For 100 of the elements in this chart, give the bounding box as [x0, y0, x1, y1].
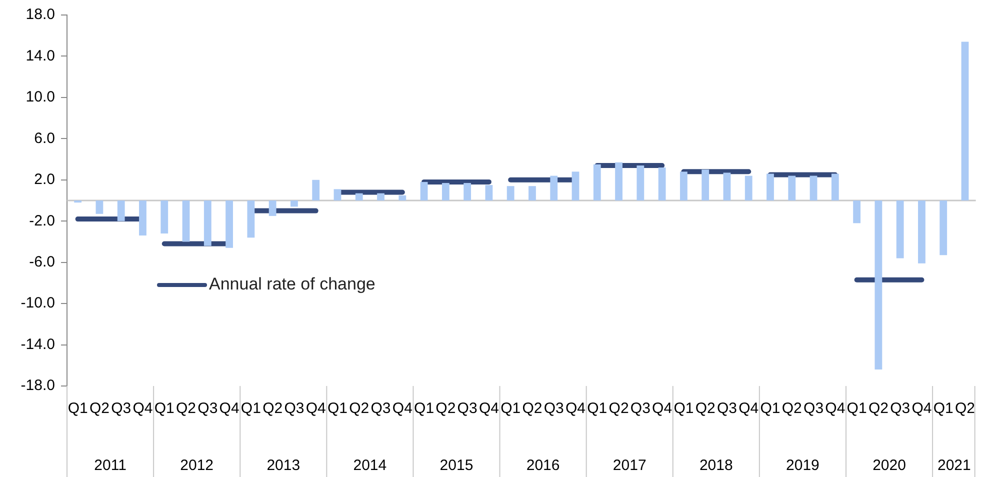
- bar: [312, 180, 320, 200]
- x-tick-label: Q3: [716, 400, 737, 418]
- x-tick-label: Q3: [890, 400, 910, 418]
- bar: [658, 168, 666, 200]
- bar: [788, 176, 796, 200]
- y-tick-label: -2.0: [29, 212, 55, 230]
- x-tick-label: Q1: [760, 400, 780, 418]
- x-tick-label: Q4: [478, 400, 499, 418]
- x-tick-label: Q2: [176, 400, 196, 418]
- x-tick-label: Q1: [846, 400, 867, 418]
- x-tick-label: Q4: [132, 400, 153, 418]
- y-tick-label: -14.0: [20, 336, 55, 353]
- bar: [204, 200, 212, 246]
- text: 2018: [699, 457, 733, 474]
- text: 2020: [872, 457, 906, 474]
- bar: [918, 200, 926, 264]
- text: 2016: [526, 457, 560, 474]
- y-tick-label: -10.0: [20, 294, 55, 312]
- bar: [377, 193, 384, 200]
- x-tick-label: Q1: [414, 400, 434, 418]
- text: 2019: [786, 457, 820, 474]
- x-tick-label: Q3: [111, 400, 132, 418]
- x-tick-label: Q3: [544, 400, 564, 418]
- bar: [896, 200, 904, 258]
- x-tick-label: Q2: [522, 400, 542, 418]
- x-tick-label: Q1: [674, 400, 694, 418]
- text: 2011: [94, 457, 126, 474]
- bar: [506, 186, 514, 200]
- bar: [572, 172, 580, 200]
- x-tick-label: Q1: [68, 400, 88, 418]
- x-tick-label: Q2: [782, 400, 802, 418]
- x-tick-label: Q2: [868, 400, 888, 418]
- bar: [290, 200, 298, 207]
- bar: [702, 170, 710, 200]
- bar: [853, 200, 861, 224]
- y-tick-label: 2.0: [34, 171, 55, 188]
- text: 2013: [266, 457, 300, 474]
- x-tick-label: Q2: [349, 400, 370, 418]
- bar: [744, 176, 752, 200]
- bar: [961, 42, 969, 200]
- bar: [226, 200, 233, 248]
- bar: [874, 200, 882, 370]
- x-tick-label: Q1: [500, 400, 521, 418]
- bar: [334, 189, 342, 200]
- x-tick-label: Q2: [436, 400, 456, 418]
- x-tick-label: Q3: [284, 400, 304, 418]
- x-tick-label: Q3: [630, 400, 650, 418]
- x-tick-label: Q3: [370, 400, 391, 418]
- y-tick-label: 6.0: [34, 130, 55, 147]
- bar: [182, 200, 190, 242]
- bar: [550, 176, 558, 200]
- bar: [247, 200, 255, 238]
- x-tick-label: Q4: [825, 400, 846, 418]
- bar: [723, 172, 731, 200]
- legend-label: Annual rate of change: [209, 274, 376, 294]
- bar: [940, 200, 948, 256]
- bar: [420, 182, 428, 200]
- text: 2015: [440, 457, 474, 474]
- x-tick-label: Q4: [219, 400, 240, 418]
- bar: [464, 182, 472, 200]
- bar: [528, 186, 536, 200]
- text: 2017: [612, 457, 646, 474]
- y-tick-label: -18.0: [20, 377, 55, 394]
- bar: [96, 200, 104, 214]
- text: 2021: [937, 457, 971, 474]
- x-tick-label: Q1: [587, 400, 608, 418]
- x-tick-label: Q1: [154, 400, 174, 418]
- bar: [680, 172, 688, 200]
- x-tick-label: Q2: [89, 400, 110, 418]
- x-tick-label: Q4: [738, 400, 759, 418]
- x-tick-label: Q2: [695, 400, 716, 418]
- x-tick-label: Q1: [933, 400, 954, 418]
- bar: [398, 195, 406, 200]
- bar: [442, 182, 450, 200]
- y-tick-label: 18.0: [26, 6, 55, 24]
- y-tick-label: -6.0: [29, 253, 55, 270]
- x-tick-label: Q4: [565, 400, 586, 418]
- bar: [615, 162, 622, 200]
- bar: [485, 185, 493, 200]
- x-tick-label: Q4: [652, 400, 672, 418]
- x-tick-label: Q4: [306, 400, 326, 418]
- x-tick-label: Q2: [954, 400, 976, 418]
- bar: [355, 193, 363, 200]
- x-tick-label: Q4: [392, 400, 412, 418]
- y-tick-label: 14.0: [26, 47, 55, 64]
- x-tick-label: Q1: [240, 400, 261, 418]
- bar: [160, 200, 168, 234]
- x-tick-label: Q4: [912, 400, 932, 418]
- x-tick-label: Q2: [262, 400, 283, 418]
- x-tick-label: Q3: [457, 400, 478, 418]
- bar: [810, 176, 818, 200]
- x-tick-label: Q3: [804, 400, 824, 418]
- bar: [117, 200, 125, 222]
- x-tick-label: Q2: [608, 400, 629, 418]
- bar: [766, 174, 774, 200]
- bar: [636, 165, 644, 200]
- x-tick-label: Q3: [198, 400, 218, 418]
- bar: [268, 200, 276, 216]
- bar: [831, 174, 839, 200]
- bar: [593, 164, 601, 200]
